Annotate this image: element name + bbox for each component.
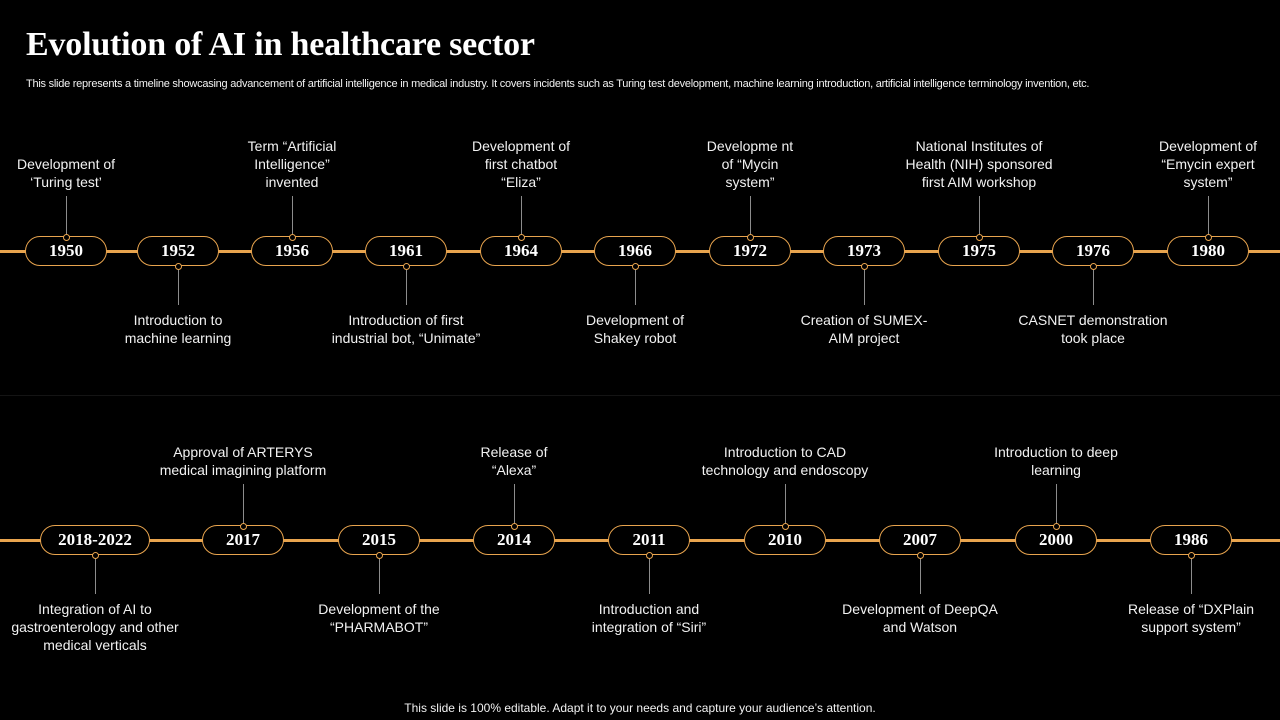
milestone-label: Introduction to machine learning [124,312,232,346]
connector-line [648,554,650,594]
connector-dot [631,262,639,270]
milestone-label: Development of “Emycin expert system” [1158,138,1258,190]
year-pill: 1956 [251,236,333,266]
milestone-label: Release of “Alexa” [480,444,548,478]
connector-dot [1052,522,1060,530]
connector-dot [288,233,296,241]
connector-dot [746,233,754,241]
year-pill: 2000 [1015,525,1097,555]
row-divider [0,395,1280,396]
milestone-label: Development of the “PHARMABOT” [318,601,440,635]
connector-line [513,484,515,526]
connector-dot [91,551,99,559]
milestone-label: Introduction to CAD technology and endos… [701,444,869,478]
year-pill: 1964 [480,236,562,266]
connector-line [94,554,96,594]
year-pill: 1972 [709,236,791,266]
connector-dot [781,522,789,530]
connector-line [749,196,751,237]
connector-dot [402,262,410,270]
connector-line [919,554,921,594]
connector-dot [375,551,383,559]
connector-dot [510,522,518,530]
year-pill: 1950 [25,236,107,266]
connector-dot [916,551,924,559]
connector-line [1207,196,1209,237]
connector-line [1190,554,1192,594]
milestone-label: Approval of ARTERYS medical imagining pl… [159,444,327,478]
year-pill: 1980 [1167,236,1249,266]
year-pill: 1976 [1052,236,1134,266]
connector-line [65,196,67,237]
connector-dot [1187,551,1195,559]
year-pill: 1975 [938,236,1020,266]
connector-line [634,265,636,305]
slide-footer: This slide is 100% editable. Adapt it to… [404,701,876,715]
connector-dot [860,262,868,270]
connector-line [177,265,179,305]
connector-line [863,265,865,305]
milestone-label: Integration of AI to gastroenterology an… [11,601,179,653]
connector-line [1055,484,1057,526]
year-pill: 1973 [823,236,905,266]
milestone-label: Introduction and integration of “Siri” [591,601,707,635]
year-pill: 1952 [137,236,219,266]
connector-dot [1089,262,1097,270]
milestone-label: Release of “DXPlain support system” [1127,601,1255,635]
year-pill: 2014 [473,525,555,555]
milestone-label: Development of ‘Turing test’ [16,156,116,190]
year-pill: 2017 [202,525,284,555]
year-pill: 2010 [744,525,826,555]
milestone-label: CASNET demonstration took place [1018,312,1168,346]
year-pill: 1986 [1150,525,1232,555]
connector-line [784,484,786,526]
milestone-label: Term “Artificial Intelligence” invented [247,138,337,190]
year-pill: 1966 [594,236,676,266]
milestone-label: Development of Shakey robot [585,312,685,346]
connector-dot [174,262,182,270]
milestone-label: Creation of SUMEX-AIM project [800,312,928,346]
year-pill: 2011 [608,525,690,555]
milestone-label: Development of first chatbot “Eliza” [471,138,571,190]
slide-title: Evolution of AI in healthcare sector [26,26,535,63]
year-pill: 2015 [338,525,420,555]
year-pill: 2007 [879,525,961,555]
milestone-label: Development of DeepQA and Watson [842,601,998,635]
connector-dot [239,522,247,530]
milestone-label: Developme nt of “Mycin system” [706,138,794,190]
connector-dot [645,551,653,559]
connector-line [242,484,244,526]
connector-line [978,196,980,237]
connector-line [405,265,407,305]
connector-line [378,554,380,594]
connector-dot [62,233,70,241]
connector-dot [517,233,525,241]
year-pill: 1961 [365,236,447,266]
year-pill: 2018-2022 [40,525,150,555]
connector-dot [975,233,983,241]
milestone-label: Introduction to deep learning [994,444,1118,478]
milestone-label: Introduction of first industrial bot, “U… [331,312,481,346]
milestone-label: National Institutes of Health (NIH) spon… [905,138,1053,190]
connector-dot [1204,233,1212,241]
slide-subtitle: This slide represents a timeline showcas… [26,78,1090,90]
connector-line [291,196,293,237]
connector-line [1092,265,1094,305]
connector-line [520,196,522,237]
